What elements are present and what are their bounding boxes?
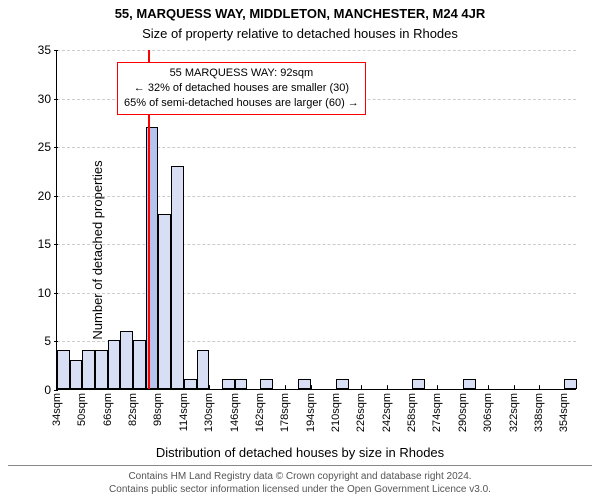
x-tick-label: 290sqm xyxy=(457,389,469,432)
x-tick-label: 322sqm xyxy=(508,389,520,432)
x-tick-label: 98sqm xyxy=(152,389,164,426)
chart-footer: Contains HM Land Registry data © Crown c… xyxy=(8,465,592,496)
histogram-bar xyxy=(260,379,273,389)
gridline-h xyxy=(57,293,576,294)
y-tick-label: 15 xyxy=(38,237,57,251)
x-tick-label: 274sqm xyxy=(431,389,443,432)
histogram-bar xyxy=(463,379,476,389)
y-tick-label: 30 xyxy=(38,92,57,106)
y-tick-label: 10 xyxy=(38,286,57,300)
histogram-bar xyxy=(222,379,235,389)
histogram-bar xyxy=(70,360,83,389)
x-tick-label: 306sqm xyxy=(482,389,494,432)
x-tick-label: 66sqm xyxy=(102,389,114,426)
gridline-h xyxy=(57,147,576,148)
x-tick-label: 226sqm xyxy=(355,389,367,432)
y-tick-label: 25 xyxy=(38,140,57,154)
gridline-h xyxy=(57,244,576,245)
x-tick-label: 162sqm xyxy=(254,389,266,432)
histogram-bar xyxy=(564,379,577,389)
histogram-bar xyxy=(57,350,70,389)
y-tick-label: 35 xyxy=(38,43,57,57)
annotation-callout: 55 MARQUESS WAY: 92sqm← 32% of detached … xyxy=(117,62,366,115)
x-tick-label: 210sqm xyxy=(330,389,342,432)
x-tick-label: 258sqm xyxy=(406,389,418,432)
histogram-bar xyxy=(133,340,146,389)
histogram-bar xyxy=(171,166,184,389)
histogram-bar xyxy=(95,350,108,389)
x-tick-label: 242sqm xyxy=(381,389,393,432)
annotation-line-2: ← 32% of detached houses are smaller (30… xyxy=(124,81,359,96)
chart-title-main: 55, MARQUESS WAY, MIDDLETON, MANCHESTER,… xyxy=(0,6,600,21)
x-tick-label: 194sqm xyxy=(305,389,317,432)
x-tick-label: 34sqm xyxy=(51,389,63,426)
histogram-bar xyxy=(197,350,210,389)
footer-line-2: Contains public sector information licen… xyxy=(8,483,592,496)
chart-title-sub: Size of property relative to detached ho… xyxy=(0,26,600,41)
histogram-bar xyxy=(184,379,197,389)
plot-area: 0510152025303534sqm50sqm66sqm82sqm98sqm1… xyxy=(56,50,576,390)
histogram-bar xyxy=(235,379,248,389)
annotation-line-3: 65% of semi-detached houses are larger (… xyxy=(124,96,359,111)
x-tick-label: 146sqm xyxy=(229,389,241,432)
x-tick-label: 114sqm xyxy=(178,389,190,431)
y-tick-label: 20 xyxy=(38,189,57,203)
histogram-bar xyxy=(82,350,95,389)
annotation-line-1: 55 MARQUESS WAY: 92sqm xyxy=(124,66,359,81)
histogram-bar xyxy=(108,340,121,389)
histogram-bar xyxy=(412,379,425,389)
histogram-bar xyxy=(158,214,171,389)
chart-container: 55, MARQUESS WAY, MIDDLETON, MANCHESTER,… xyxy=(0,0,600,500)
x-tick-label: 130sqm xyxy=(203,389,215,432)
y-tick-label: 5 xyxy=(44,334,57,348)
gridline-h xyxy=(57,50,576,51)
histogram-bar xyxy=(336,379,349,389)
gridline-h xyxy=(57,196,576,197)
x-tick-label: 50sqm xyxy=(76,389,88,426)
histogram-bar xyxy=(120,331,133,389)
x-tick-label: 82sqm xyxy=(127,389,139,426)
histogram-bar xyxy=(298,379,311,389)
x-axis-label: Distribution of detached houses by size … xyxy=(0,445,600,460)
x-tick-label: 338sqm xyxy=(533,389,545,432)
x-tick-label: 178sqm xyxy=(279,389,291,432)
x-tick-label: 354sqm xyxy=(558,389,570,432)
footer-line-1: Contains HM Land Registry data © Crown c… xyxy=(8,470,592,483)
